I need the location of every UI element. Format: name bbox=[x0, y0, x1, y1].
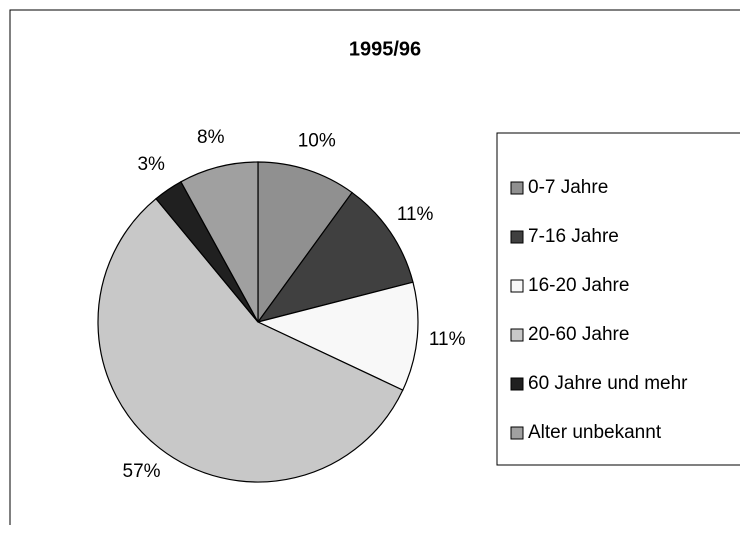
legend-label: 7-16 Jahre bbox=[528, 226, 619, 247]
legend-box bbox=[496, 132, 740, 466]
pie-slice bbox=[180, 161, 259, 323]
legend-label: 0-7 Jahre bbox=[528, 177, 608, 198]
legend-label: 60 Jahre und mehr bbox=[528, 373, 688, 394]
legend-label: 20-60 Jahre bbox=[528, 324, 629, 345]
data-label: 10% bbox=[298, 130, 336, 151]
data-label: 11% bbox=[429, 329, 466, 350]
legend-swatch bbox=[510, 230, 524, 244]
data-label: 57% bbox=[123, 461, 161, 482]
legend-swatch bbox=[510, 426, 524, 440]
data-label: 8% bbox=[197, 127, 225, 148]
data-label: 11% bbox=[397, 204, 434, 225]
chart-frame bbox=[9, 9, 740, 525]
legend-swatch bbox=[510, 279, 524, 293]
pie-slice bbox=[256, 191, 414, 323]
legend-swatch bbox=[510, 377, 524, 391]
legend-label: Alter unbekannt bbox=[528, 422, 662, 443]
pie-slice bbox=[256, 281, 419, 391]
pie-slice bbox=[257, 161, 353, 324]
legend-label: 16-20 Jahre bbox=[528, 275, 629, 296]
pie-slice bbox=[97, 197, 404, 483]
chart-title: 1995/96 bbox=[349, 38, 421, 60]
legend-swatch bbox=[510, 181, 524, 195]
legend-swatch bbox=[510, 328, 524, 342]
data-label: 3% bbox=[137, 154, 165, 175]
